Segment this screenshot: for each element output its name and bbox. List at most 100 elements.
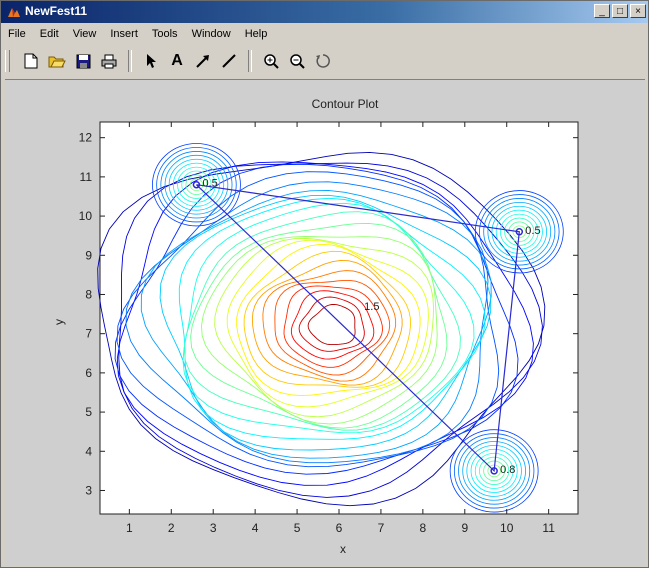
- peak-contour: [453, 433, 535, 509]
- peak-contour: [495, 209, 543, 254]
- contour-plot[interactable]: Contour Plot 0.5 0.5 0.8 1.5 1 2 3 4 5 6 7 8 9 10 11 …: [5, 80, 645, 566]
- peak-contour: [156, 147, 237, 223]
- x-tick-label: 3: [210, 521, 217, 535]
- y-tick-label: 9: [85, 248, 92, 262]
- rotate-icon: [316, 54, 330, 68]
- close-button[interactable]: ×: [630, 4, 646, 18]
- zoom-in-icon: [264, 54, 279, 69]
- x-tick-label: 4: [252, 521, 259, 535]
- rotate-button[interactable]: [312, 50, 334, 72]
- peak-contour: [466, 444, 522, 497]
- peak-contour: [164, 154, 229, 215]
- toolbar-separator-2: [248, 50, 252, 72]
- arrow-tool-button[interactable]: [192, 50, 214, 72]
- minimize-button[interactable]: _: [594, 4, 610, 18]
- line-icon: [222, 54, 236, 68]
- points: 0.5 0.5 0.8 1.5: [192, 178, 541, 476]
- contour-ring: [214, 237, 434, 418]
- menu-file[interactable]: File: [8, 28, 26, 40]
- x-tick-label: 2: [168, 521, 175, 535]
- maximize-button[interactable]: □: [612, 4, 628, 18]
- save-button[interactable]: [72, 50, 94, 72]
- save-icon: [76, 54, 90, 68]
- contour-ring: [226, 239, 429, 408]
- x-tick-label: 7: [378, 521, 385, 535]
- contour-ring: [190, 222, 448, 429]
- zoom-in-button[interactable]: [260, 50, 282, 72]
- contour-ring: [236, 243, 421, 397]
- peak-contour: [458, 437, 531, 505]
- x-tick-label: 8: [420, 521, 427, 535]
- point-marker: [490, 467, 498, 475]
- open-folder-icon: [48, 56, 66, 68]
- zoom-out-button[interactable]: [286, 50, 308, 72]
- menu-view[interactable]: View: [72, 28, 97, 40]
- contour-ring: [274, 279, 391, 376]
- peak-contour: [491, 205, 547, 258]
- figure-canvas: Contour Plot 0.5 0.5 0.8 1.5 1 2 3 4 5 6 7 8 9 10 11 …: [5, 79, 645, 566]
- toolbar-separator: [128, 50, 132, 72]
- path-lines: [195, 184, 520, 473]
- menu-help[interactable]: Help: [244, 28, 268, 40]
- y-tick-label: 3: [85, 483, 92, 497]
- arrow-select-icon: [147, 54, 156, 68]
- contour-ring: [201, 236, 438, 425]
- peak-contour: [474, 190, 564, 274]
- peak-contour: [177, 166, 216, 203]
- peak-contour: [504, 217, 535, 246]
- window-title: NewFest11: [25, 4, 88, 18]
- point-label: 0.5: [525, 225, 540, 237]
- peak-contour: [189, 178, 204, 192]
- y-tick-label: 4: [85, 444, 92, 458]
- contour-ring: [243, 250, 411, 388]
- print-icon: [101, 54, 117, 68]
- select-tool-button[interactable]: [140, 50, 162, 72]
- peak-contour: [483, 460, 506, 482]
- peak-contour: [479, 194, 560, 270]
- text-tool-label: A: [171, 52, 183, 69]
- peak-contour: [483, 198, 556, 266]
- x-ticks: 1 2 3 4 5 6 7 8 9 10 11: [126, 122, 555, 535]
- title-bar[interactable]: NewFest11 _ □ ×: [1, 1, 648, 23]
- peak-contour: [470, 448, 518, 493]
- contour-ring: [251, 259, 403, 386]
- peak-contour: [512, 225, 526, 239]
- contour-ring: [140, 189, 492, 459]
- open-file-button[interactable]: [46, 50, 68, 72]
- menu-insert[interactable]: Insert: [110, 28, 138, 40]
- x-tick-label: 11: [542, 521, 555, 535]
- peak-contour: [508, 221, 531, 242]
- contour-ring: [183, 211, 461, 431]
- toolbar-grip[interactable]: [5, 50, 10, 72]
- contour-ring: [307, 303, 356, 346]
- x-tick-label: 10: [500, 521, 514, 535]
- contour-ring: [262, 270, 397, 382]
- window-controls: _ □ ×: [594, 4, 646, 18]
- y-tick-label: 12: [79, 131, 93, 145]
- y-tick-label: 7: [85, 327, 92, 341]
- y-tick-label: 8: [85, 287, 92, 301]
- peak-contour: [181, 170, 212, 199]
- matlab-logo-icon: [8, 8, 20, 17]
- y-ticks: 3 4 5 6 7 8 9 10 11 12: [79, 131, 578, 497]
- menu-tools[interactable]: Tools: [151, 28, 178, 40]
- y-tick-label: 5: [85, 405, 92, 419]
- peak-contour: [172, 162, 220, 207]
- text-tool-button[interactable]: A: [166, 50, 188, 72]
- menu-window[interactable]: Window: [191, 28, 231, 40]
- point-marker: [192, 180, 201, 189]
- contour-ring: [159, 194, 492, 451]
- y-tick-label: 10: [79, 209, 93, 223]
- peak-contour: [499, 213, 539, 250]
- peak-contour: [449, 429, 539, 513]
- point-label: 0.8: [500, 464, 515, 476]
- print-button[interactable]: [98, 50, 120, 72]
- zoom-out-icon: [290, 54, 305, 69]
- contour-ring: [97, 151, 546, 507]
- line-tool-button[interactable]: [218, 50, 240, 72]
- x-axis-label: x: [340, 542, 346, 556]
- peak-contour: [160, 151, 233, 219]
- menu-edit[interactable]: Edit: [39, 28, 59, 40]
- new-file-button[interactable]: [20, 50, 42, 72]
